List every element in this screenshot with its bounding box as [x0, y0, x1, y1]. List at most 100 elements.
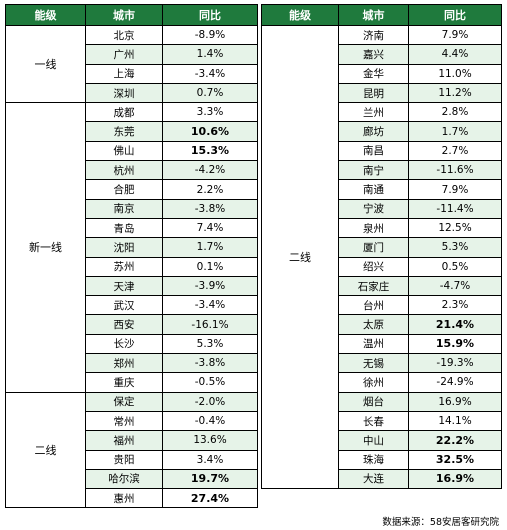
yoy-cell: 13.6%	[162, 430, 258, 451]
tier-cell: 二线	[261, 24, 339, 490]
city-cell: 嘉兴	[338, 44, 409, 65]
header-tier: 能级	[5, 4, 86, 26]
table-row: 厦门 5.3%	[262, 237, 502, 258]
table-row: 长春 14.1%	[262, 410, 502, 432]
yoy-cell: -24.9%	[408, 372, 502, 393]
header-city: 城市	[338, 4, 409, 26]
table-row: 台州 2.3%	[262, 295, 502, 316]
yoy-cell: 11.0%	[408, 63, 502, 84]
city-cell: 重庆	[85, 372, 163, 393]
table-row: 二线 济南 7.9%	[261, 24, 502, 490]
city-cell: 沈阳	[85, 237, 163, 258]
yoy-cell: 4.4%	[408, 44, 502, 65]
table-row: 苏州 0.1%	[6, 256, 258, 277]
yoy-cell: 19.7%	[162, 468, 258, 490]
city-cell: 郑州	[85, 353, 163, 374]
table-row: 南通 7.9%	[262, 179, 502, 200]
yoy-cell: 2.8%	[408, 102, 502, 123]
yoy-cell: -0.4%	[162, 410, 258, 432]
city-cell: 深圳	[85, 82, 163, 104]
city-cell: 长沙	[85, 333, 163, 355]
table-row: 佛山 15.3%	[6, 140, 258, 162]
city-cell: 昆明	[338, 82, 409, 104]
yoy-cell: 15.3%	[162, 140, 258, 162]
table-row: 一线 北京 -8.9%	[5, 24, 258, 104]
city-cell: 兰州	[338, 102, 409, 123]
city-cell: 宁波	[338, 198, 409, 219]
table-row: 二线 保定 -2.0%	[5, 391, 258, 509]
table-row: 东莞 10.6%	[6, 121, 258, 142]
city-cell: 广州	[85, 44, 163, 65]
yoy-cell: 0.1%	[162, 256, 258, 277]
table-row: 广州 1.4%	[6, 44, 258, 65]
yoy-cell: -8.9%	[162, 24, 258, 46]
table-row: 宁波 -11.4%	[262, 198, 502, 219]
yoy-cell: 16.9%	[408, 468, 502, 490]
yoy-cell: 1.7%	[162, 237, 258, 258]
city-cell: 哈尔滨	[85, 468, 163, 490]
yoy-cell: -11.6%	[408, 160, 502, 181]
yoy-cell: -2.0%	[162, 391, 258, 412]
city-cell: 绍兴	[338, 256, 409, 277]
yoy-cell: 21.4%	[408, 314, 502, 335]
yoy-cell: 5.3%	[408, 237, 502, 258]
table-row: 长沙 5.3%	[6, 333, 258, 355]
table-row: 新一线 成都 3.3%	[5, 102, 258, 393]
city-cell: 保定	[85, 391, 163, 412]
left-table-header-row: 能级 城市 同比	[5, 4, 258, 26]
yoy-cell: -0.5%	[162, 372, 258, 393]
city-cell: 合肥	[85, 179, 163, 200]
city-cell: 中山	[338, 430, 409, 451]
yoy-cell: 7.4%	[162, 217, 258, 239]
yoy-cell: 2.3%	[408, 295, 502, 316]
yoy-cell: 7.9%	[408, 24, 502, 46]
yoy-cell: 12.5%	[408, 217, 502, 239]
table-row: 中山 22.2%	[262, 430, 502, 451]
yoy-cell: 3.3%	[162, 102, 258, 123]
yoy-cell: 27.4%	[162, 488, 258, 509]
yoy-cell: 0.5%	[408, 256, 502, 277]
city-cell: 福州	[85, 430, 163, 451]
yoy-cell: 0.7%	[162, 82, 258, 104]
table-row: 金华 11.0%	[262, 63, 502, 84]
city-cell: 石家庄	[338, 275, 409, 297]
header-yoy: 同比	[162, 4, 258, 26]
table-row: 大连 16.9%	[262, 468, 502, 490]
city-comparison-tables: 能级 城市 同比 一线 北京 -8.9% 广州 1.4% 上海 -3.4% 深圳 0.7% 新一线…	[5, 4, 502, 512]
city-cell: 徐州	[338, 372, 409, 393]
city-cell: 苏州	[85, 256, 163, 277]
city-cell: 上海	[85, 63, 163, 84]
city-cell: 珠海	[338, 449, 409, 470]
table-row: 杭州 -4.2%	[6, 160, 258, 181]
city-cell: 天津	[85, 275, 163, 297]
yoy-cell: 7.9%	[408, 179, 502, 200]
city-cell: 金华	[338, 63, 409, 84]
table-row: 贵阳 3.4%	[6, 449, 258, 470]
city-cell: 西安	[85, 314, 163, 335]
city-cell: 武汉	[85, 295, 163, 316]
yoy-cell: -16.1%	[162, 314, 258, 335]
tier-cell: 一线	[5, 24, 86, 104]
table-row: 福州 13.6%	[6, 430, 258, 451]
table-row: 常州 -0.4%	[6, 410, 258, 432]
yoy-cell: 32.5%	[408, 449, 502, 470]
header-tier: 能级	[261, 4, 339, 26]
yoy-cell: -19.3%	[408, 353, 502, 374]
city-cell: 济南	[338, 24, 409, 46]
tier-cell: 新一线	[5, 102, 86, 393]
table-row: 烟台 16.9%	[262, 391, 502, 412]
table-row: 惠州 27.4%	[6, 488, 258, 509]
table-row: 泉州 12.5%	[262, 217, 502, 239]
table-row: 哈尔滨 19.7%	[6, 468, 258, 490]
city-cell: 太原	[338, 314, 409, 335]
header-city: 城市	[85, 4, 163, 26]
city-cell: 南宁	[338, 160, 409, 181]
table-row: 无锡 -19.3%	[262, 353, 502, 374]
city-cell: 大连	[338, 468, 409, 490]
yoy-cell: -4.7%	[408, 275, 502, 297]
yoy-cell: -4.2%	[162, 160, 258, 181]
yoy-cell: -3.8%	[162, 198, 258, 219]
city-cell: 常州	[85, 410, 163, 432]
yoy-cell: 1.4%	[162, 44, 258, 65]
city-cell: 佛山	[85, 140, 163, 162]
